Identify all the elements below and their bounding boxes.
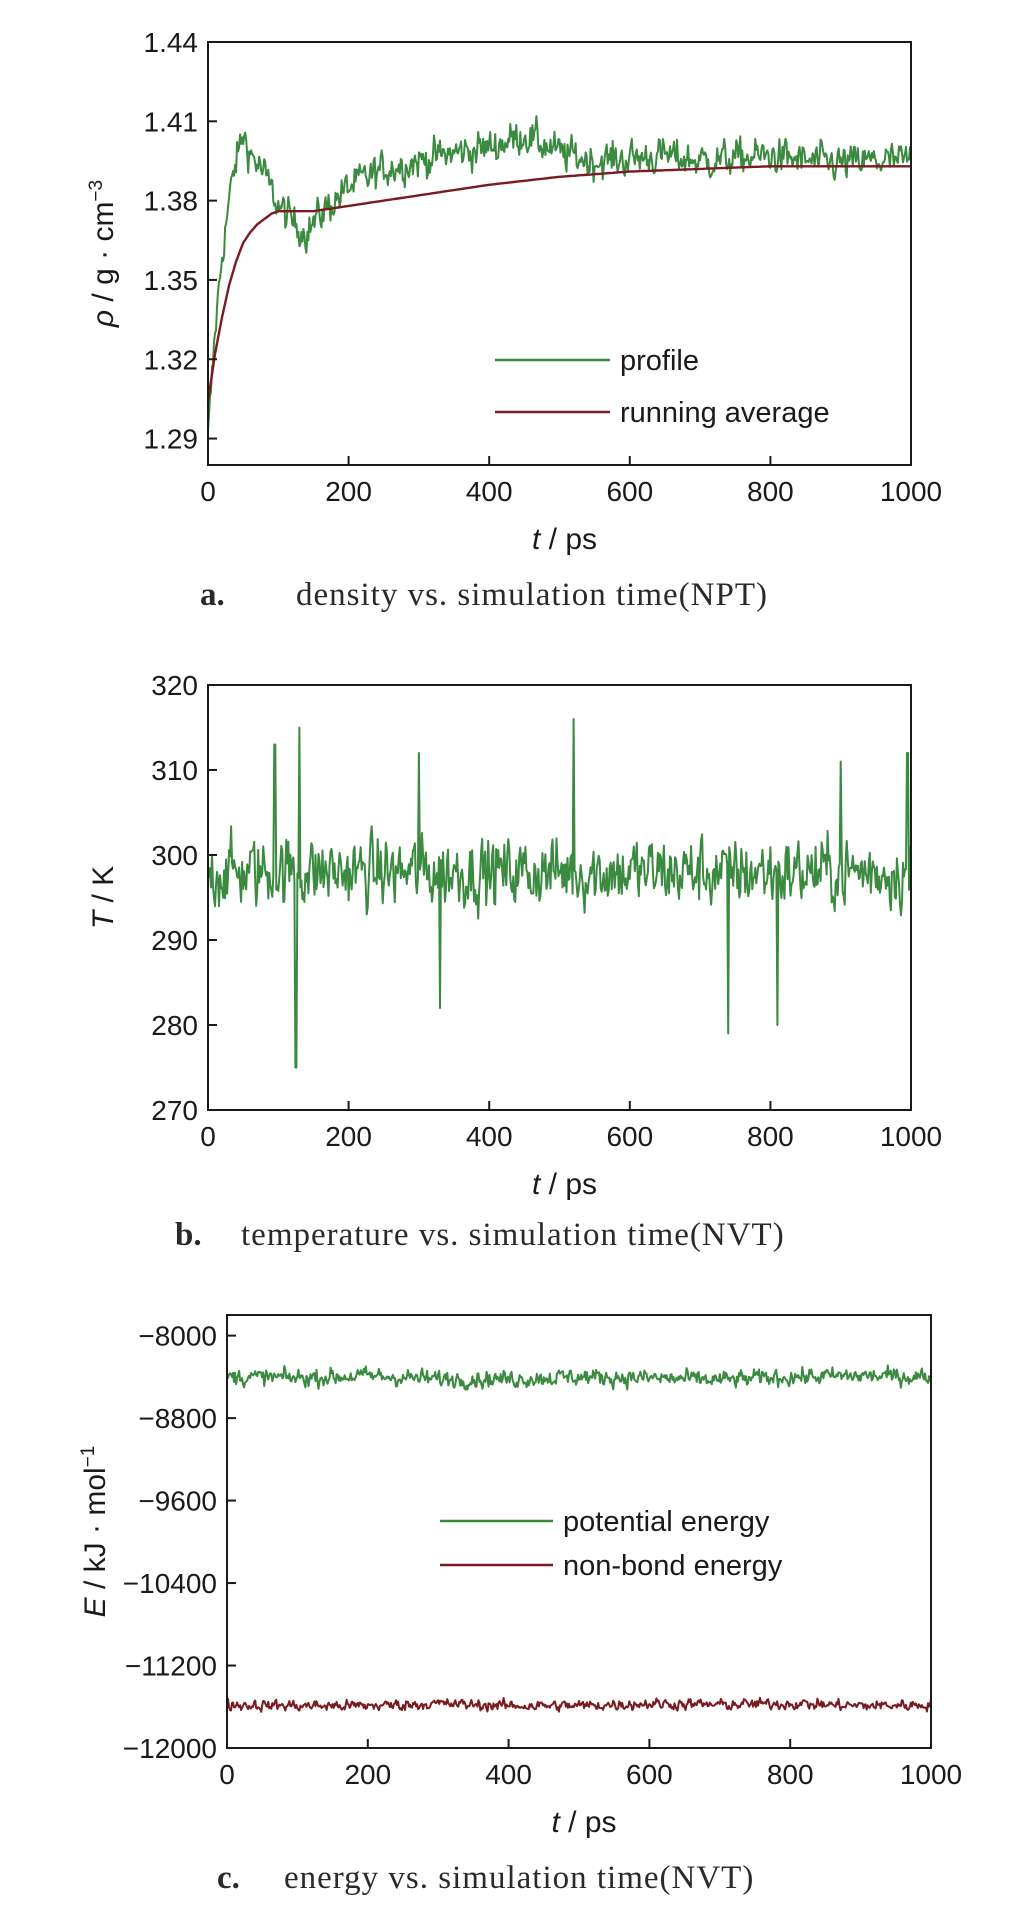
x-tick-label: 800 <box>747 476 794 507</box>
x-axis-label: t / ps <box>551 1806 616 1839</box>
series-line-temperature <box>207 718 912 1069</box>
x-tick-label: 200 <box>325 476 372 507</box>
y-tick-label: 1.32 <box>144 344 199 375</box>
y-axis-label: T / K <box>87 866 120 929</box>
y-tick-label: 320 <box>151 670 198 701</box>
x-tick-label: 1000 <box>900 1759 962 1790</box>
x-tick-label: 200 <box>344 1759 391 1790</box>
y-tick-label: 310 <box>151 755 198 786</box>
y-axis-label: E / kJ · mol−1 <box>78 1446 112 1618</box>
plot-frame <box>207 684 912 1111</box>
chart-2: 0 200 400 600 800 1000 270 280 290 300 310 320 t / p… <box>87 670 942 1253</box>
series-line-running-average <box>206 165 911 402</box>
legend-entry: non-bond energy <box>563 1550 783 1582</box>
x-tick-label: 600 <box>606 476 653 507</box>
legend: profile running average <box>495 345 830 429</box>
x-tick-label: 0 <box>200 476 216 507</box>
x-tick-label: 400 <box>485 1759 532 1790</box>
y-tick-label: −8800 <box>138 1403 217 1434</box>
chart-1: 0 200 400 600 800 1000 1.29 1.32 1.35 1.38 1.41 1.4… <box>86 27 942 613</box>
x-tick-label: 800 <box>747 1121 794 1152</box>
y-tick-label: 1.38 <box>144 186 199 217</box>
series-line-non-bond-energy <box>226 1696 932 1713</box>
x-tick-label: 400 <box>466 476 513 507</box>
x-tick-label: 1000 <box>880 476 942 507</box>
legend-entry: running average <box>620 397 830 429</box>
y-tick-label: 1.44 <box>144 27 199 58</box>
x-tick-label: 0 <box>200 1121 216 1152</box>
x-tick-label: 800 <box>767 1759 814 1790</box>
figure-caption: energy vs. simulation time(NVT) <box>284 1860 754 1896</box>
y-tick-label: 290 <box>151 925 198 956</box>
figure-caption: temperature vs. simulation time(NVT) <box>241 1217 785 1253</box>
y-tick-label: 1.41 <box>144 106 199 137</box>
x-tick-label: 600 <box>626 1759 673 1790</box>
y-tick-label: 280 <box>151 1010 198 1041</box>
plot-frame <box>207 41 912 466</box>
y-tick-label: −11200 <box>125 1651 217 1682</box>
plot-frame <box>226 1314 932 1749</box>
x-tick-label: 1000 <box>880 1121 942 1152</box>
x-tick-label: 200 <box>325 1121 372 1152</box>
y-tick-label: −10400 <box>123 1568 217 1599</box>
chart-3: 0 200 400 600 800 1000 −12000 −11200 −10400 −9600… <box>78 1314 962 1896</box>
y-tick-label: −9600 <box>138 1486 217 1517</box>
series-line-potential-energy <box>226 1364 932 1391</box>
y-tick-label: −8000 <box>138 1321 217 1352</box>
caption-letter: b. <box>175 1217 202 1253</box>
x-tick-label: 600 <box>606 1121 653 1152</box>
caption-letter: c. <box>217 1860 240 1896</box>
x-tick-label: 0 <box>219 1759 235 1790</box>
legend-entry: profile <box>620 345 699 377</box>
y-tick-label: 270 <box>151 1095 198 1126</box>
y-tick-label: 1.29 <box>144 424 199 455</box>
legend-entry: potential energy <box>563 1506 770 1538</box>
series-line-profile <box>207 115 912 431</box>
x-axis-label: t / ps <box>532 523 597 556</box>
y-axis-label: ρ / g · cm−3 <box>86 180 120 328</box>
y-tick-label: 1.35 <box>144 265 199 296</box>
figure-caption: density vs. simulation time(NPT) <box>296 577 768 613</box>
y-tick-label: −12000 <box>123 1733 217 1764</box>
x-axis-label: t / ps <box>532 1168 597 1201</box>
caption-letter: a. <box>200 577 225 613</box>
legend: potential energy non-bond energy <box>440 1506 783 1582</box>
x-tick-label: 400 <box>466 1121 513 1152</box>
y-tick-label: 300 <box>151 840 198 871</box>
